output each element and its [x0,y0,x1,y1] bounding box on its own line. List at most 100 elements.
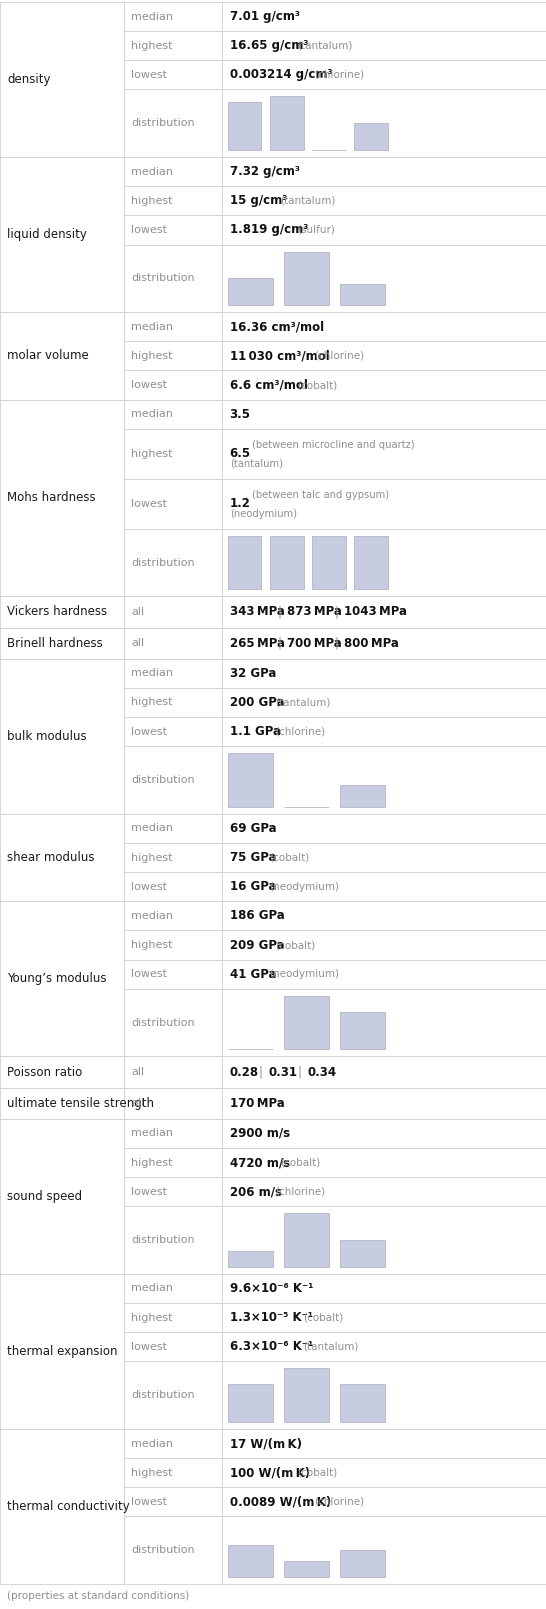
Text: 0.003214 g/cm³: 0.003214 g/cm³ [230,68,333,82]
Text: molar volume: molar volume [7,349,89,362]
Text: 873 MPa: 873 MPa [287,605,342,618]
Bar [222,1458,546,1487]
Bar [222,2,546,31]
Text: (cobalt): (cobalt) [269,853,310,862]
Text: thermal expansion: thermal expansion [7,1345,117,1358]
Bar [124,1361,222,1429]
Bar [228,753,272,806]
Text: 11 030 cm³/mol: 11 030 cm³/mol [230,349,329,362]
Text: 3.5: 3.5 [230,407,251,420]
Text: all: all [132,607,145,616]
Text: |: | [277,637,281,650]
Bar [284,1213,329,1266]
Bar [340,1241,385,1266]
Text: distribution: distribution [132,1545,195,1556]
Bar [222,1361,546,1429]
Bar [124,370,222,399]
Text: (neodymium): (neodymium) [230,508,296,518]
Bar [124,1516,222,1585]
Text: (tantalum): (tantalum) [281,196,336,206]
Bar [222,341,546,370]
Text: median: median [132,668,174,679]
Bar [0,1088,124,1118]
Text: (chlorine): (chlorine) [275,1187,325,1197]
Bar [222,872,546,901]
Bar [222,901,546,930]
Text: (cobalt): (cobalt) [303,1313,343,1323]
Bar [0,2,124,158]
Text: Vickers hardness: Vickers hardness [7,605,107,618]
Text: 41 GPa: 41 GPa [230,967,276,980]
Bar [124,399,222,428]
Bar [124,597,222,628]
Text: 9.6×10⁻⁶ K⁻¹: 9.6×10⁻⁶ K⁻¹ [230,1282,313,1295]
Text: 2900 m/s: 2900 m/s [230,1126,290,1139]
Bar [124,341,222,370]
Bar [228,536,262,589]
Text: distribution: distribution [132,1390,195,1400]
Text: 700 MPa: 700 MPa [287,637,342,650]
Text: 170 MPa: 170 MPa [230,1097,284,1110]
Bar [222,1516,546,1585]
Text: (between microcline and quartz): (between microcline and quartz) [252,439,415,451]
Bar [222,718,546,747]
Bar [222,990,546,1057]
Text: bulk modulus: bulk modulus [7,730,87,743]
Text: all: all [132,1067,145,1076]
Bar [0,628,124,658]
Bar [270,97,304,150]
Bar [222,31,546,60]
Text: distribution: distribution [132,776,195,785]
Text: 800 MPa: 800 MPa [345,637,399,650]
Bar [222,90,546,158]
Bar [222,1303,546,1332]
Text: (chlorine): (chlorine) [314,69,364,80]
Bar [0,658,124,814]
Bar [222,187,546,216]
Bar [312,536,346,589]
Bar [124,1429,222,1458]
Text: (tantalum): (tantalum) [303,1342,358,1352]
Bar [284,251,329,306]
Text: median: median [132,322,174,331]
Text: lowest: lowest [132,225,168,235]
Text: 206 m/s: 206 m/s [230,1186,282,1199]
Text: (tantalum): (tantalum) [275,697,330,708]
Bar [222,1147,546,1178]
Bar [0,1118,124,1274]
Text: (tantalum): (tantalum) [230,459,283,468]
Text: lowest: lowest [132,499,168,508]
Bar [228,1545,272,1577]
Bar [340,283,385,306]
Bar [340,1012,385,1049]
Bar [270,536,304,589]
Text: 265 MPa: 265 MPa [230,637,284,650]
Text: thermal conductivity: thermal conductivity [7,1500,130,1512]
Bar [124,1274,222,1303]
Text: 16 GPa: 16 GPa [230,880,276,893]
Bar [0,312,124,399]
Bar [222,930,546,959]
Bar [340,1551,385,1577]
Text: shear modulus: shear modulus [7,851,94,864]
Bar [124,1487,222,1516]
Text: ultimate tensile strength: ultimate tensile strength [7,1097,154,1110]
Bar [222,428,546,479]
Bar [124,1178,222,1207]
Bar [354,124,388,150]
Text: lowest: lowest [132,727,168,737]
Text: 69 GPa: 69 GPa [230,822,276,835]
Text: (tantalum): (tantalum) [297,40,353,51]
Text: distribution: distribution [132,274,195,283]
Bar [284,1368,329,1422]
Bar [228,1384,272,1422]
Bar [222,245,546,312]
Text: 15 g/cm³: 15 g/cm³ [230,195,287,208]
Bar [124,843,222,872]
Bar [222,658,546,689]
Text: (cobalt): (cobalt) [297,380,337,389]
Text: (neodymium): (neodymium) [269,969,339,980]
Text: Poisson ratio: Poisson ratio [7,1065,82,1078]
Bar [124,187,222,216]
Text: (cobalt): (cobalt) [275,940,315,949]
